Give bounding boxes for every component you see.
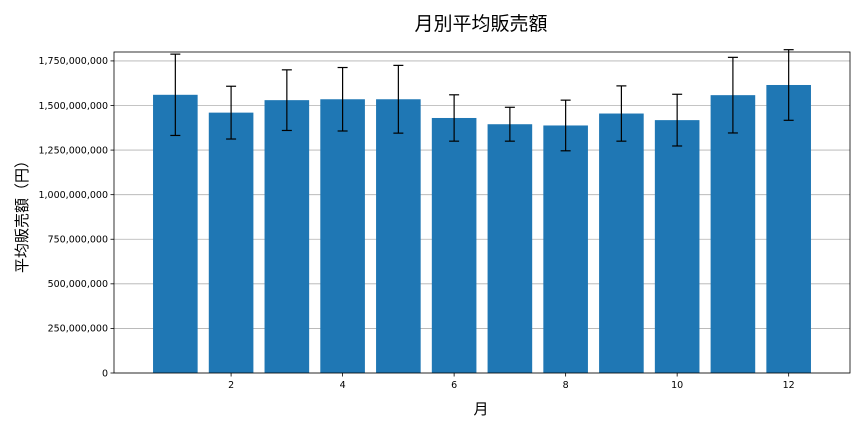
bar-month-11 xyxy=(710,95,756,373)
error-bar-month-12 xyxy=(783,49,794,121)
bar-month-5 xyxy=(376,99,421,373)
bar-month-12 xyxy=(766,84,811,373)
x-axis-title: 月 xyxy=(473,400,488,418)
bar-layer xyxy=(153,84,811,374)
y-axis-title: 平均販売額（円） xyxy=(13,153,31,273)
x-tick-label: 10 xyxy=(671,380,683,391)
error-bar-month-6 xyxy=(449,94,460,142)
bar-month-6 xyxy=(431,117,477,373)
error-bar-month-11 xyxy=(727,56,738,134)
y-tick-label: 1,000,000,000 xyxy=(38,190,108,201)
y-tick-label: 250,000,000 xyxy=(48,324,108,335)
bar-month-2 xyxy=(208,112,254,373)
x-axis-ticks: 2 4 6 8 10 12 xyxy=(228,373,795,391)
y-tick-label: 750,000,000 xyxy=(48,235,108,246)
bar-month-9 xyxy=(599,113,644,374)
x-tick-label: 12 xyxy=(783,380,795,391)
y-tick-label: 1,500,000,000 xyxy=(38,101,108,112)
error-bar-month-9 xyxy=(616,85,627,142)
x-tick-label: 6 xyxy=(451,380,457,391)
error-bar-month-7 xyxy=(504,106,515,142)
bar-month-4 xyxy=(320,99,365,373)
error-bar-month-5 xyxy=(393,64,404,134)
error-bar-month-3 xyxy=(281,69,292,132)
error-bar-month-1 xyxy=(170,53,181,137)
y-tick-label: 0 xyxy=(102,368,108,379)
bar-month-7 xyxy=(487,124,533,373)
bar-month-1 xyxy=(153,94,198,374)
error-bar-layer xyxy=(170,49,794,152)
chart-title: 月別平均販売額 xyxy=(414,13,547,35)
plot-frame xyxy=(113,51,851,374)
bar-month-3 xyxy=(264,100,310,374)
x-tick-label: 4 xyxy=(340,380,346,391)
y-tick-label: 1,750,000,000 xyxy=(38,56,108,67)
error-bar-month-2 xyxy=(226,85,237,140)
y-tick-label: 1,250,000,000 xyxy=(38,145,108,156)
error-bar-month-8 xyxy=(560,99,571,152)
error-bar-month-10 xyxy=(672,93,683,147)
error-bar-month-4 xyxy=(337,66,348,132)
x-tick-label: 8 xyxy=(563,380,569,391)
bar-month-10 xyxy=(654,120,700,373)
y-tick-label: 500,000,000 xyxy=(48,279,108,290)
x-tick-label: 2 xyxy=(228,380,234,391)
bar-month-8 xyxy=(543,125,588,374)
y-axis-ticks: 0 250,000,000 500,000,000 750,000,000 1,000,… xyxy=(38,56,114,379)
